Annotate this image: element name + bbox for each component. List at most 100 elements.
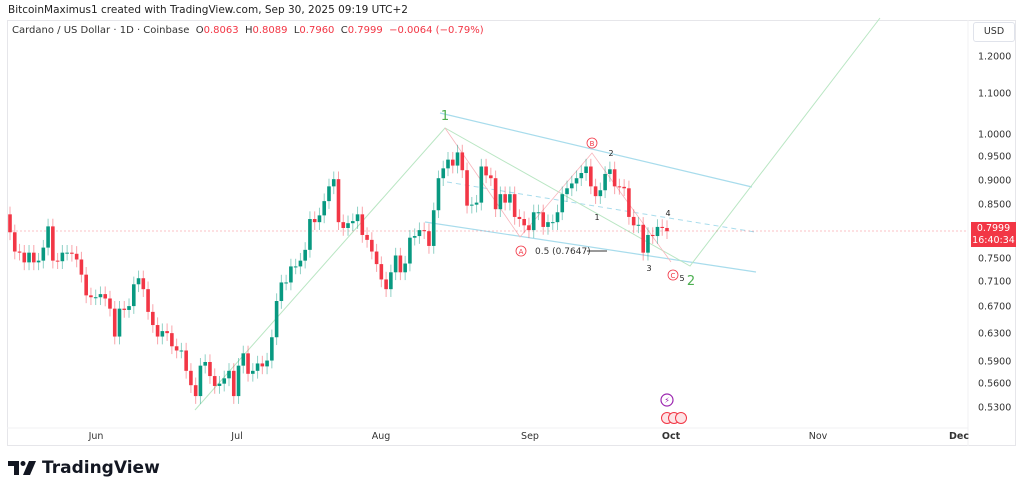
annotations (8, 17, 968, 411)
candle (579, 165, 584, 187)
candle-body (136, 278, 141, 285)
currency-button[interactable]: USD (973, 22, 1015, 42)
candle (508, 186, 512, 211)
wave-a-label: A (519, 248, 524, 256)
change-value: −0.0064 (−0.79%) (389, 25, 484, 36)
candle (441, 160, 446, 187)
candle (165, 323, 169, 341)
candle (17, 243, 22, 261)
candle (98, 286, 103, 306)
candle-body (84, 274, 88, 296)
candle (331, 171, 336, 195)
candle-body (331, 179, 336, 187)
candle (479, 158, 484, 211)
candle (127, 298, 131, 318)
candle-body (569, 183, 574, 189)
candle-body (336, 179, 341, 223)
candle (660, 219, 665, 236)
candle (389, 264, 393, 297)
candle-body (303, 249, 307, 261)
candle-body (55, 260, 60, 262)
candle (89, 287, 93, 306)
price-tick: 1.0000 (978, 129, 1012, 141)
candle (550, 214, 555, 230)
sub-wave-5: 5 (679, 274, 684, 283)
candle-body (170, 333, 174, 347)
symbol-title[interactable]: Cardano / US Dollar · 1D · Coinbase (12, 25, 190, 36)
time-tick: Oct (661, 431, 681, 442)
candle-body (622, 186, 626, 189)
candle (184, 342, 188, 379)
candle-body (536, 212, 541, 214)
candle (60, 244, 65, 270)
candle-body (541, 212, 546, 227)
candle (246, 345, 250, 382)
candle (179, 342, 184, 359)
candle-body (355, 214, 360, 222)
candle (122, 300, 127, 318)
candle (646, 227, 650, 261)
candle (474, 194, 479, 213)
candle (360, 206, 365, 243)
candle-body (155, 325, 160, 337)
candle (103, 286, 108, 307)
candle (665, 220, 669, 240)
last-price: 0.7999 (976, 223, 1011, 234)
candle (403, 255, 407, 281)
candle (146, 281, 150, 320)
candle-body (32, 252, 36, 263)
candle-body (89, 295, 93, 298)
candle-body (589, 166, 593, 187)
price-tick: 0.5600 (978, 378, 1012, 390)
candle-body (389, 272, 393, 290)
candle (450, 151, 455, 174)
us-flag-icon (675, 412, 687, 424)
candle-body (579, 173, 584, 179)
candle (27, 244, 31, 271)
candle (322, 193, 327, 224)
candle-body (51, 226, 55, 261)
wave-1-label: 1 (441, 109, 449, 124)
candle (574, 170, 579, 192)
candle (460, 144, 465, 179)
candle (427, 223, 431, 254)
candle-body (398, 255, 403, 273)
candle-body (308, 219, 312, 250)
candle (93, 289, 98, 306)
candle (112, 300, 117, 345)
candle-body (41, 247, 46, 261)
candle-body (522, 219, 526, 226)
channel-upper (439, 112, 753, 188)
wave-c-label: C (671, 272, 676, 280)
candle-body (660, 226, 665, 228)
candle-body (603, 173, 607, 191)
candle (308, 211, 312, 258)
candle-body (417, 230, 422, 237)
candle-body (117, 308, 122, 337)
candle (412, 228, 417, 246)
candle-body (503, 194, 507, 203)
candle (22, 244, 27, 271)
wave-path (194, 17, 881, 411)
tradingview-logo[interactable]: TradingView (8, 458, 160, 478)
candle-body (160, 331, 165, 337)
candle (541, 204, 546, 235)
candle-body (636, 224, 641, 226)
candle-body (493, 178, 498, 210)
candle (384, 271, 388, 297)
candle-body (165, 331, 169, 334)
candle (370, 232, 374, 260)
candle-body (27, 252, 31, 263)
candle (289, 258, 293, 291)
candle (284, 274, 288, 291)
candle-body (412, 236, 417, 238)
candle-body (455, 152, 460, 166)
candle-body (70, 252, 74, 254)
candle (241, 345, 246, 374)
time-tick: Sep (521, 431, 539, 442)
candle (151, 304, 155, 333)
wave-labels: 1 2 A B C 1 2 3 4 5 0.5 (0.7647) (441, 109, 695, 289)
candle-body (574, 178, 579, 184)
candle (160, 323, 165, 345)
